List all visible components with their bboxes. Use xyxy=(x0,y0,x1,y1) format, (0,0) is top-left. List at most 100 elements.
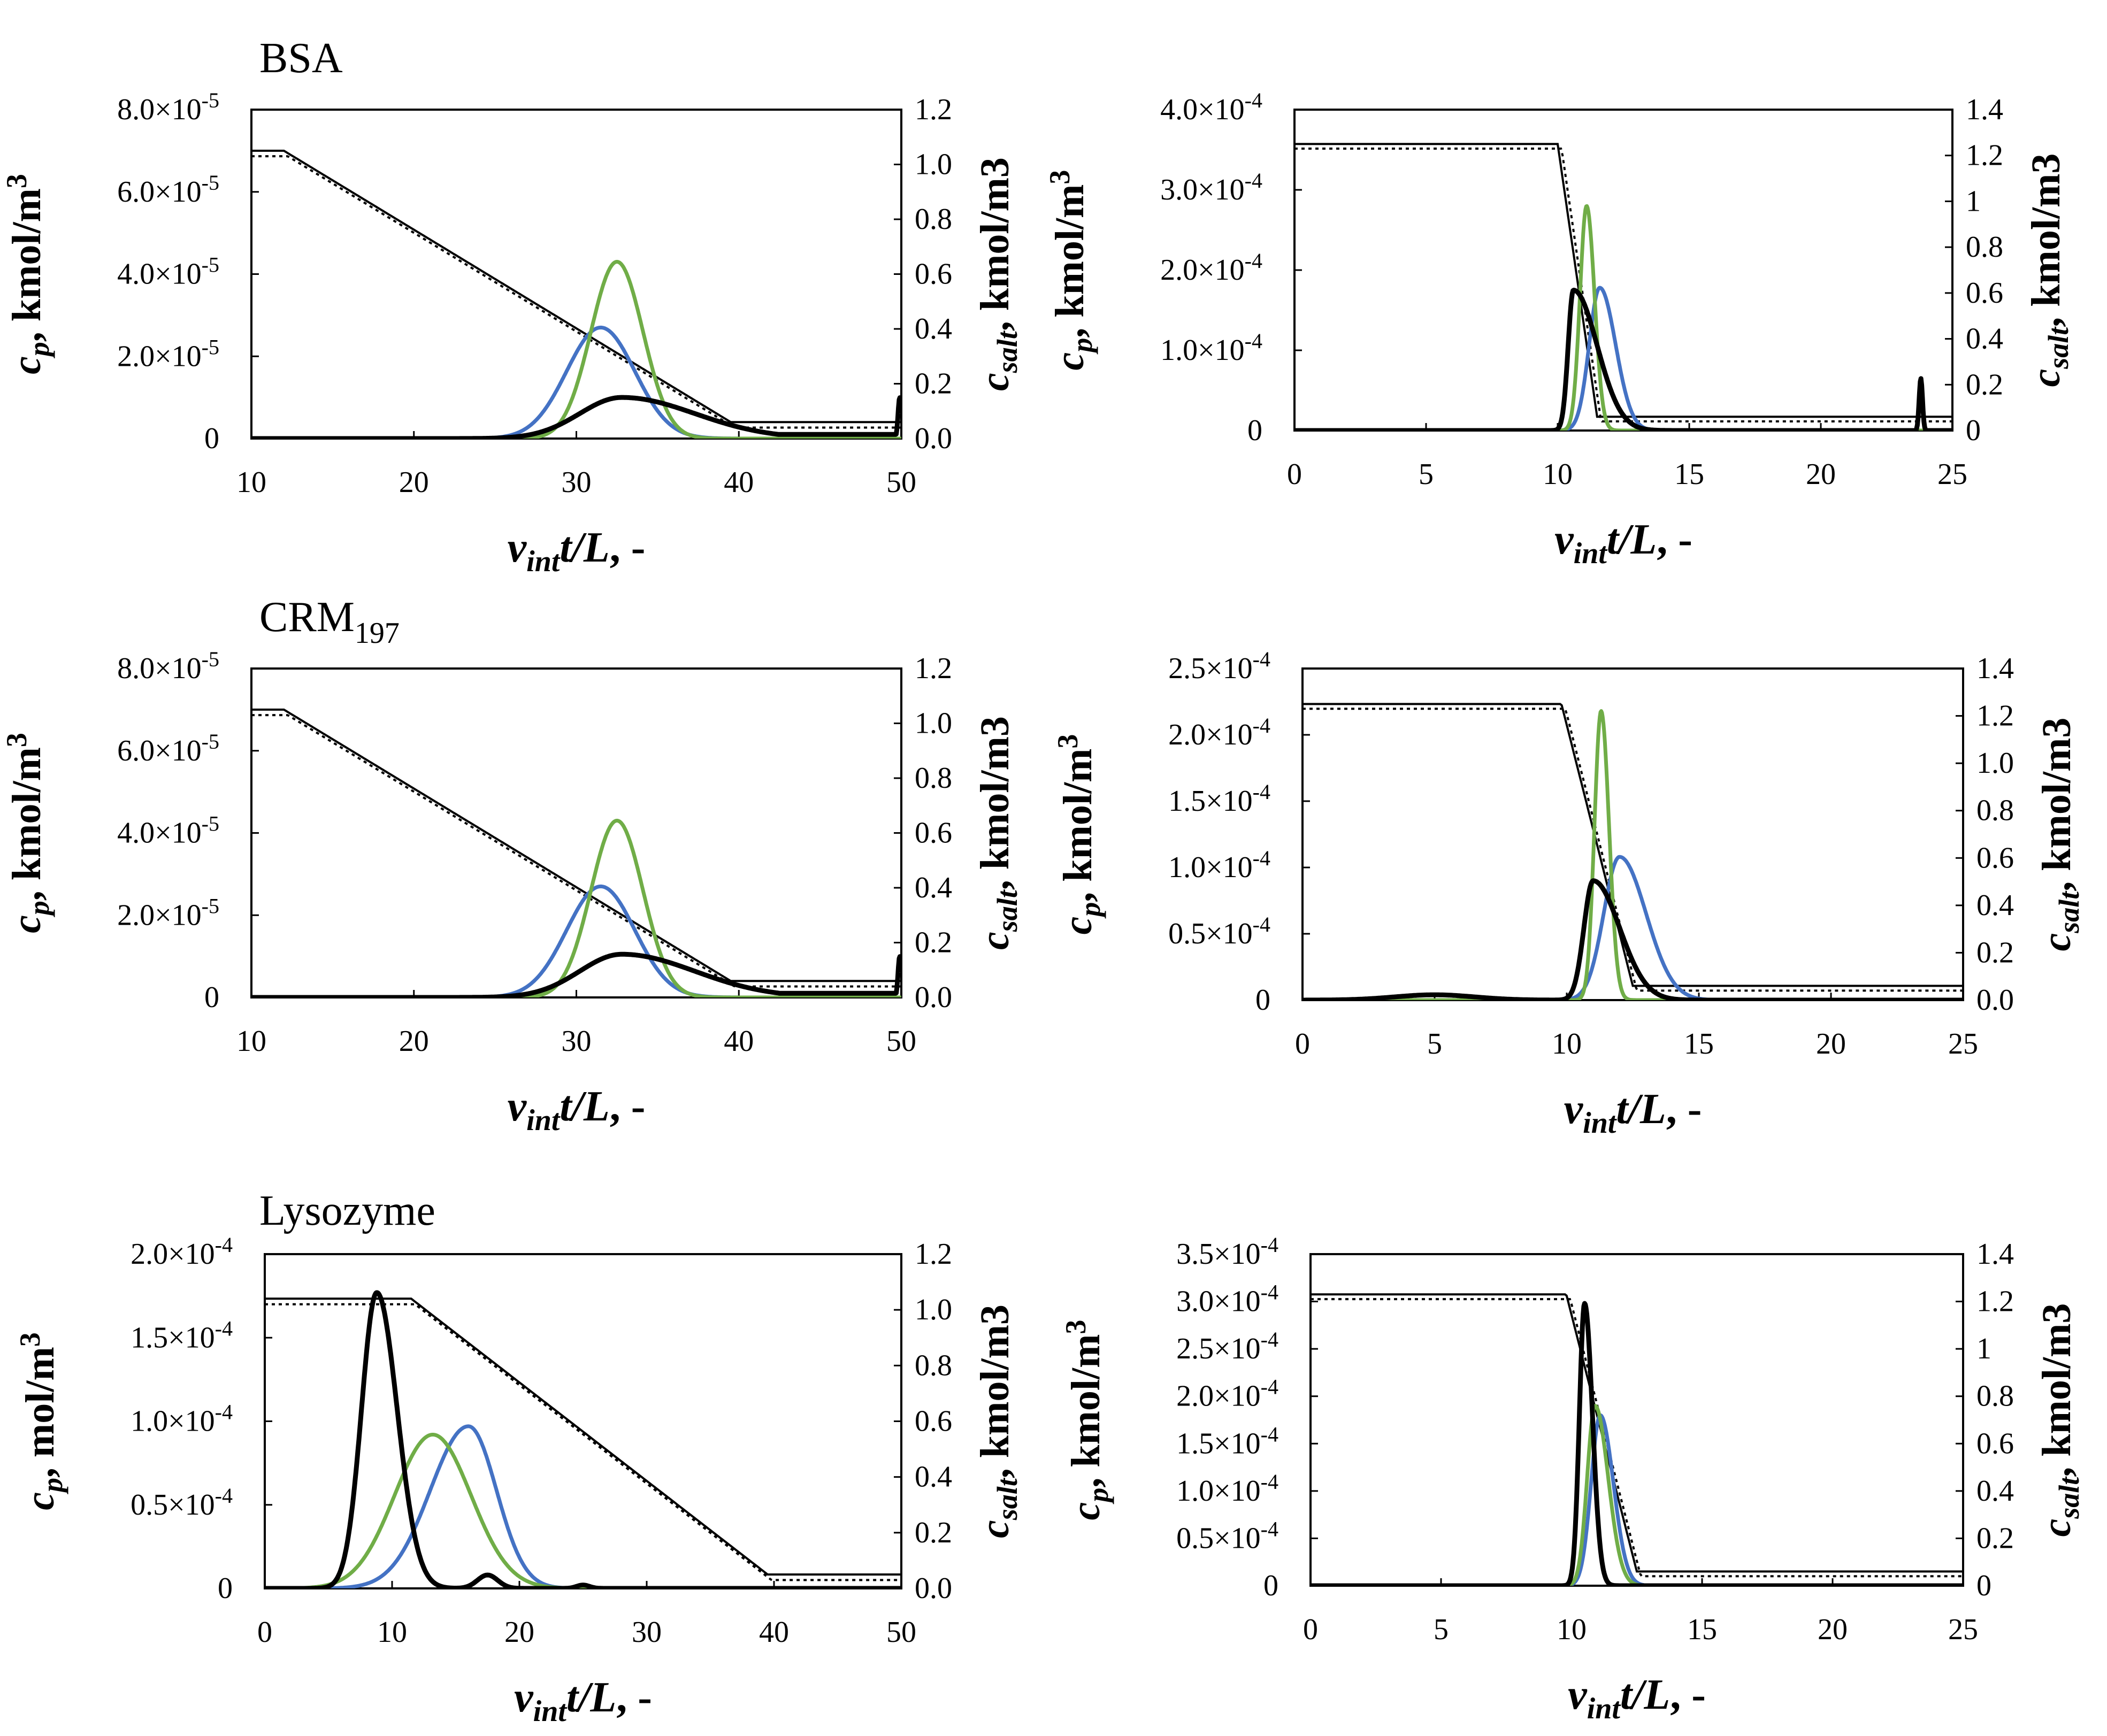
y-tick-label: 0 xyxy=(218,1572,233,1605)
y2-axis-label: csalt, kmol/m3 xyxy=(972,716,1023,950)
x-tick-label: 20 xyxy=(1818,1613,1848,1646)
chart-panel-1: BSA 10 20 30 40 50 0 2.0×10-5 4.0×10-5 6.0×10-5 8.… xyxy=(1,35,1023,578)
y-tick-label: 6.0×10-5 xyxy=(117,729,219,767)
y2-tick-label: 0.4 xyxy=(915,871,952,904)
y-tick-label: 0 xyxy=(1255,984,1270,1017)
series-line-black xyxy=(251,395,901,439)
y-tick-label: 0 xyxy=(1247,414,1262,447)
y2-tick-label: 1.2 xyxy=(1976,1285,2014,1318)
y2-tick-label: 0.4 xyxy=(915,1461,952,1494)
y-tick-label: 4.0×10-4 xyxy=(1160,88,1262,126)
y-axis-label: cp, kmol/m3 xyxy=(1,733,55,933)
y2-tick-label: 1.4 xyxy=(1976,1238,2014,1271)
y-axis-label: cp, kmol/m3 xyxy=(1060,1320,1114,1520)
x-tick-label: 0 xyxy=(257,1616,272,1649)
y2-tick-label: 1.4 xyxy=(1966,93,2003,126)
y-tick-label: 0.5×10-4 xyxy=(1168,912,1270,950)
y2-tick-label: 0.8 xyxy=(1976,1380,2014,1413)
y2-tick-label: 0.2 xyxy=(915,367,952,401)
x-axis-label: vintt/L, - xyxy=(514,1674,652,1728)
x-tick-label: 5 xyxy=(1434,1613,1449,1646)
y2-tick-label: 0.4 xyxy=(915,312,952,345)
y2-tick-label: 0 xyxy=(1976,1569,1991,1602)
y2-tick-label: 0.8 xyxy=(1966,231,2003,264)
y-tick-label: 0.5×10-4 xyxy=(1176,1517,1278,1555)
panel-title: CRM197 xyxy=(259,594,400,650)
y2-tick-label: 0.6 xyxy=(1966,276,2003,310)
y-tick-label: 2.0×10-4 xyxy=(1176,1375,1278,1413)
chart-panel-4: 0 5 10 15 20 25 0 0.5×10-4 1.0×10-4 1.5×10-4 2.0×1… xyxy=(1052,647,2085,1140)
y-axis-label: cp, kmol/m3 xyxy=(1044,170,1098,371)
plot-frame xyxy=(1301,667,1964,1001)
y2-tick-label: 0.2 xyxy=(1976,936,2014,969)
x-tick-label: 15 xyxy=(1674,458,1704,491)
salt-gradient-dotted xyxy=(1294,147,1952,423)
x-tick-label: 0 xyxy=(1303,1613,1318,1646)
panel-title: BSA xyxy=(259,35,343,82)
y2-tick-label: 0.8 xyxy=(1976,794,2014,827)
y-axis-label: cp, kmol/m3 xyxy=(1,174,55,374)
salt-gradient-line xyxy=(251,149,901,424)
x-tick-label: 10 xyxy=(1557,1613,1587,1646)
y-axis-label: cp, mol/m3 xyxy=(14,1332,68,1510)
series-line-blue xyxy=(1302,855,1963,1000)
y2-tick-label: 1.2 xyxy=(1966,139,2003,172)
y2-axis-label: csalt, kmol/m3 xyxy=(972,1304,1023,1538)
salt-gradient-dotted xyxy=(251,714,901,988)
y-tick-label: 2.0×10-4 xyxy=(131,1233,233,1271)
y2-axis-label: csalt, kmol/m3 xyxy=(2034,1303,2085,1537)
y2-tick-label: 1.0 xyxy=(1976,747,2014,780)
y2-tick-label: 0.8 xyxy=(915,203,952,236)
x-tick-label: 20 xyxy=(399,466,429,499)
y2-tick-label: 0.8 xyxy=(915,762,952,795)
series-line-black xyxy=(1311,1301,1963,1586)
y2-tick-label: 1.4 xyxy=(1976,652,2014,685)
y-tick-label: 4.0×10-5 xyxy=(117,812,219,850)
y-tick-label: 1.5×10-4 xyxy=(1176,1422,1278,1460)
y-tick-label: 3.0×10-4 xyxy=(1176,1280,1278,1318)
salt-gradient-dotted xyxy=(1302,708,1963,992)
x-tick-label: 15 xyxy=(1684,1027,1714,1061)
y2-tick-label: 1.2 xyxy=(915,652,952,685)
salt-gradient-dotted xyxy=(251,155,901,429)
y2-tick-label: 0.2 xyxy=(1966,368,2003,401)
x-tick-label: 30 xyxy=(632,1616,662,1649)
y2-tick-label: 0.2 xyxy=(1976,1522,2014,1555)
plot-area xyxy=(1294,143,1952,431)
y2-tick-label: 0.4 xyxy=(1966,322,2003,356)
series-line-black xyxy=(1302,878,1963,1000)
series-line-blue xyxy=(251,884,901,997)
salt-gradient-line xyxy=(1311,1293,1963,1573)
series-line-blue xyxy=(1294,286,1952,431)
y2-tick-label: 0.0 xyxy=(1976,984,2014,1017)
series-line-green xyxy=(251,259,901,439)
x-tick-label: 50 xyxy=(886,466,916,499)
y2-tick-label: 0.4 xyxy=(1976,1474,2014,1508)
y-tick-label: 2.5×10-4 xyxy=(1176,1327,1278,1365)
y2-tick-label: 0.6 xyxy=(915,817,952,850)
y2-tick-label: 1.2 xyxy=(1976,700,2014,733)
series-line-black xyxy=(251,951,901,997)
series-line-green xyxy=(1294,204,1952,431)
x-axis-label: vintt/L, - xyxy=(1568,1671,1706,1725)
x-axis-label: vintt/L, - xyxy=(1554,516,1692,570)
x-axis-label: vintt/L, - xyxy=(508,1083,646,1137)
series-line-green xyxy=(1302,709,1963,1000)
x-tick-label: 30 xyxy=(562,466,592,499)
y-tick-label: 3.5×10-4 xyxy=(1176,1233,1278,1271)
y-tick-label: 0 xyxy=(204,422,219,455)
y2-tick-label: 0.2 xyxy=(915,1516,952,1549)
y-tick-label: 6.0×10-5 xyxy=(117,171,219,209)
series-line-green xyxy=(1311,1404,1963,1586)
x-tick-label: 20 xyxy=(504,1616,534,1649)
y-tick-label: 1.5×10-4 xyxy=(131,1316,233,1354)
y2-tick-label: 0.6 xyxy=(915,1405,952,1438)
y-axis-label: cp, kmol/m3 xyxy=(1052,734,1106,935)
y-tick-label: 2.0×10-4 xyxy=(1160,249,1262,287)
salt-gradient-line xyxy=(1302,703,1963,987)
x-tick-label: 25 xyxy=(1948,1027,1978,1061)
plot-area xyxy=(251,149,901,439)
plot-area xyxy=(1302,703,1963,1000)
chart-panel-3: CRM197 10 20 30 40 50 0 2.0×10-5 4.0×10-5 6.0×10-… xyxy=(1,594,1023,1137)
x-tick-label: 10 xyxy=(236,1025,266,1058)
